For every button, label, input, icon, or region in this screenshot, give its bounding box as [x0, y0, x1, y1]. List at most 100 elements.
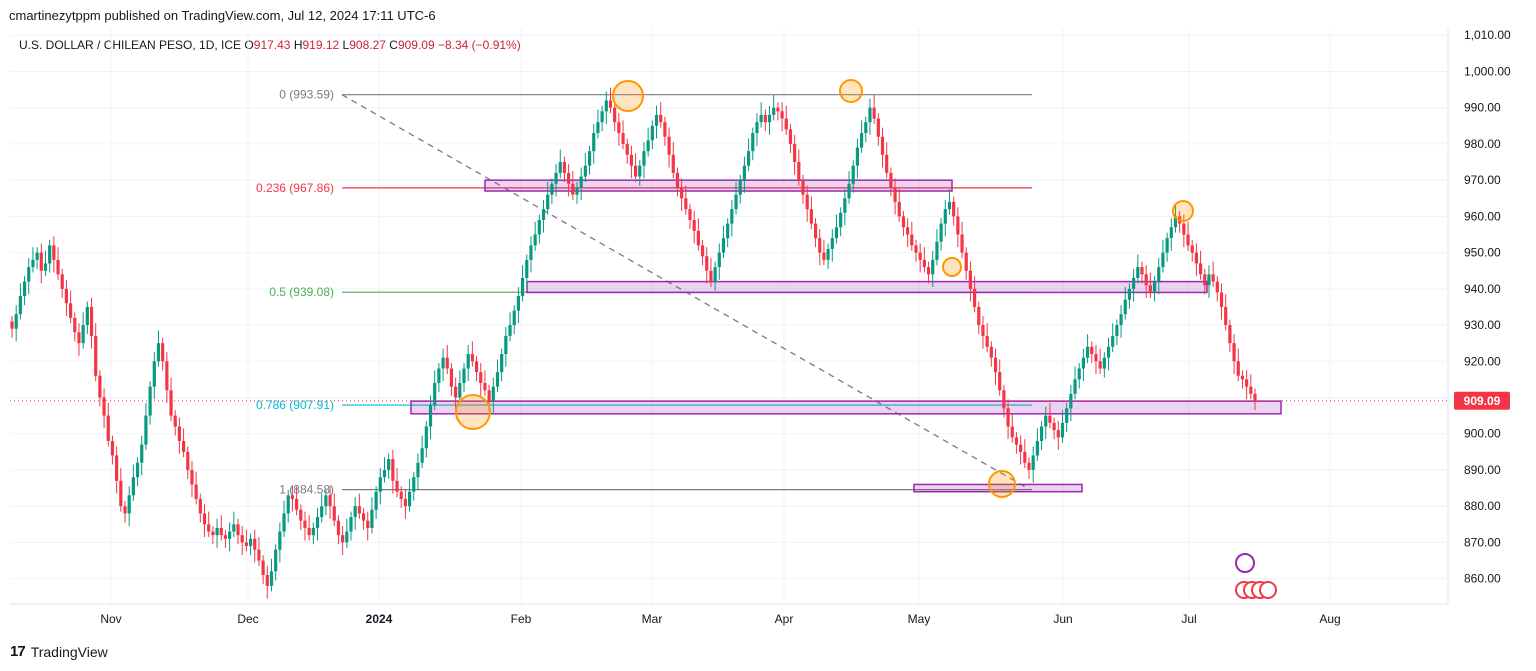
candle-body	[663, 122, 667, 137]
close-value: 909.09	[397, 38, 435, 52]
candle-body	[169, 390, 173, 416]
candle-body	[755, 122, 759, 134]
candle-body	[1144, 274, 1148, 286]
candle-body	[31, 259, 35, 268]
candle-body	[977, 306, 981, 326]
candle-body	[1019, 444, 1023, 452]
time-tick-label: Apr	[775, 612, 794, 626]
price-tick-label: 1,000.00	[1464, 64, 1511, 78]
candle-body	[767, 114, 772, 123]
candle-body	[1215, 281, 1219, 293]
candle-body	[613, 107, 617, 123]
candle-body	[474, 361, 479, 373]
fib-level-label: 0 (993.59)	[279, 88, 334, 102]
time-tick-label: 2024	[366, 612, 393, 626]
candle-body	[1219, 292, 1224, 307]
fib-level-label: 0.5 (939.08)	[269, 285, 334, 299]
candle-body	[872, 107, 876, 119]
candle-body	[127, 495, 131, 514]
candle-body	[1224, 306, 1228, 326]
candle-body	[696, 230, 700, 246]
time-tick-label: May	[908, 612, 931, 626]
candle-body	[972, 288, 977, 307]
candle-body	[14, 314, 18, 329]
candle-body	[688, 209, 692, 220]
fib-level-label: 1 (884.58)	[279, 483, 334, 497]
candle-body	[629, 154, 634, 166]
candle-body	[726, 223, 730, 239]
candle-body	[1152, 281, 1157, 293]
candle-body	[1169, 227, 1173, 239]
candle-body	[282, 513, 286, 532]
candle-body	[1186, 234, 1190, 246]
candle-body	[646, 140, 650, 152]
candle-body	[734, 194, 738, 210]
candle-body	[642, 151, 646, 166]
candle-body	[412, 477, 416, 492]
candle-body	[680, 187, 684, 199]
candle-body	[349, 517, 353, 532]
candle-body	[780, 111, 784, 119]
price-tick-label: 940.00	[1464, 282, 1501, 296]
candle-body	[261, 560, 265, 576]
tradingview-logo-icon: 17	[10, 643, 26, 660]
candle-body	[772, 107, 776, 115]
candle-body	[424, 426, 428, 449]
candle-body	[123, 506, 127, 514]
candle-body	[1111, 335, 1115, 347]
candle-body	[751, 133, 755, 152]
candle-body	[290, 495, 295, 499]
candle-body	[387, 459, 391, 470]
candle-body	[165, 361, 169, 391]
candle-body	[684, 198, 688, 210]
candle-body	[299, 509, 303, 521]
candle-body	[1232, 343, 1236, 362]
support-resistance-zones	[410, 179, 1282, 493]
candle-body	[855, 147, 860, 166]
candle-body	[1010, 426, 1014, 438]
candle-body	[922, 259, 926, 268]
price-chart[interactable]: 0 (993.59) 0.236 (967.86) 0.5 (939.08) 0.78…	[0, 0, 1536, 640]
candle-body	[546, 194, 550, 210]
price-tick-label: 920.00	[1464, 354, 1501, 368]
candle-body	[378, 477, 382, 492]
candle-body	[269, 571, 274, 586]
candle-body	[307, 527, 311, 536]
candle-body	[202, 513, 207, 525]
candle-body	[918, 252, 922, 260]
brand-name[interactable]: TradingView	[30, 643, 108, 660]
candle-body	[533, 234, 537, 246]
candle-body	[947, 201, 952, 210]
candle-body	[1207, 274, 1211, 286]
time-tick-label: Aug	[1319, 612, 1340, 626]
candle-body	[868, 107, 872, 123]
candle-body	[215, 527, 219, 536]
candle-body	[558, 162, 562, 173]
candle-body	[993, 357, 998, 373]
candle-body	[504, 335, 508, 355]
candle-body	[721, 238, 726, 253]
candle-body	[1240, 375, 1245, 380]
candle-body	[1023, 451, 1027, 463]
candle-body	[382, 469, 387, 478]
candle-body	[604, 100, 608, 112]
candle-body	[1136, 267, 1140, 278]
candle-body	[470, 354, 474, 362]
candle-body	[186, 451, 190, 470]
candle-body	[135, 462, 140, 478]
candle-body	[705, 256, 709, 271]
candle-body	[809, 209, 813, 224]
candle-body	[403, 498, 408, 507]
candle-body	[985, 335, 989, 347]
candle-body	[102, 397, 106, 416]
candle-body	[119, 480, 123, 507]
candle-body	[420, 448, 424, 463]
candle-body	[730, 209, 734, 224]
price-tick-label: 880.00	[1464, 499, 1501, 513]
candle-body	[207, 524, 211, 532]
pivot-circles	[455, 79, 1277, 599]
candle-body	[851, 165, 855, 184]
candle-body	[441, 357, 445, 369]
candle-body	[1253, 393, 1257, 401]
candle-body	[935, 241, 939, 260]
